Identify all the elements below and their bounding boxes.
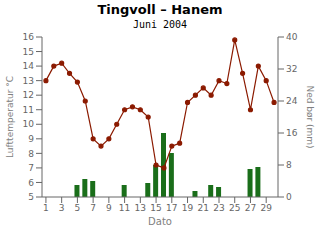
html-text:Tingvoll – Hanem: Tingvoll – Hanem — [97, 2, 223, 17]
svg-text:11: 11 — [23, 105, 34, 115]
svg-text:25: 25 — [229, 203, 240, 213]
svg-text:16: 16 — [23, 32, 35, 42]
svg-text:23: 23 — [213, 203, 224, 213]
svg-text:7: 7 — [28, 163, 34, 173]
svg-text:40: 40 — [286, 32, 298, 42]
svg-text:15: 15 — [150, 203, 161, 213]
svg-text:3: 3 — [59, 203, 65, 213]
svg-text:11: 11 — [119, 203, 130, 213]
svg-text:21: 21 — [198, 203, 209, 213]
svg-text:32: 32 — [286, 64, 297, 74]
svg-text:5: 5 — [75, 203, 81, 213]
svg-text:19: 19 — [182, 203, 194, 213]
svg-text:Lufttemperatur °C: Lufttemperatur °C — [8, 76, 15, 158]
svg-text:16: 16 — [286, 128, 298, 138]
svg-text:8: 8 — [286, 160, 292, 170]
svg-text:5: 5 — [28, 192, 34, 202]
svg-text:17: 17 — [166, 203, 177, 213]
svg-text:0: 0 — [286, 192, 292, 202]
svg-text:1: 1 — [43, 203, 49, 213]
svg-text:12: 12 — [23, 90, 34, 100]
svg-text:7: 7 — [90, 203, 96, 213]
svg-text:13: 13 — [23, 76, 34, 86]
svg-text:9: 9 — [28, 134, 34, 144]
svg-text:29: 29 — [260, 203, 272, 213]
svg-text:8: 8 — [28, 149, 34, 159]
svg-text:6: 6 — [28, 178, 34, 188]
svg-text:Ned bør (mm): Ned bør (mm) — [305, 85, 312, 148]
html-text:Juni 2004: Juni 2004 — [132, 19, 188, 30]
svg-text:27: 27 — [245, 203, 256, 213]
svg-text:15: 15 — [23, 47, 34, 57]
svg-text:13: 13 — [135, 203, 146, 213]
svg-text:14: 14 — [23, 61, 35, 71]
svg-text:10: 10 — [23, 119, 35, 129]
svg-text:9: 9 — [106, 203, 112, 213]
svg-text:Dato: Dato — [148, 216, 172, 227]
svg-text:24: 24 — [286, 96, 298, 106]
